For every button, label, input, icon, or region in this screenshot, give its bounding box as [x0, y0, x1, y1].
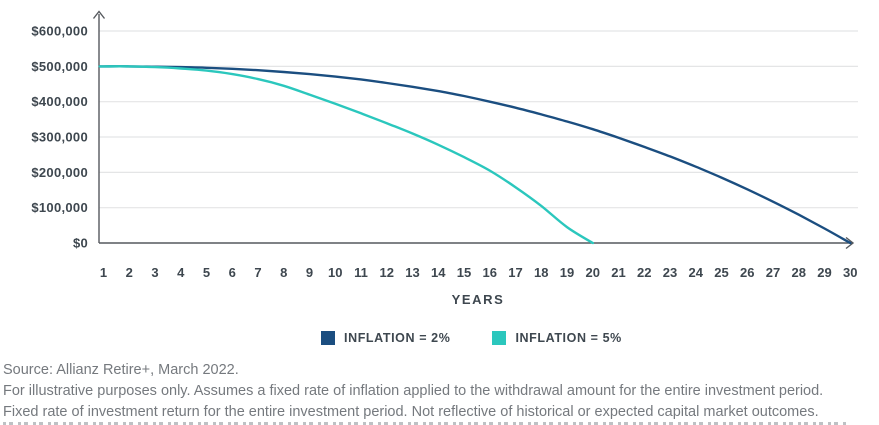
- y-axis-arrow-icon: [92, 10, 106, 19]
- x-axis-tick-label: 22: [637, 265, 651, 280]
- x-axis-tick-label: 18: [534, 265, 548, 280]
- x-axis-tick-label: 30: [843, 265, 857, 280]
- source-disclaimer: Source: Allianz Retire+, March 2022. For…: [3, 360, 863, 422]
- legend-swatch-inflation-2pct: [321, 331, 335, 345]
- disclaimer-line-1: For illustrative purposes only. Assumes …: [3, 382, 824, 399]
- x-axis-tick-label: 14: [431, 265, 446, 280]
- x-axis-arrow-icon: [845, 236, 855, 250]
- legend-label-inflation-2pct: INFLATION = 2%: [344, 331, 451, 345]
- x-axis-tick-label: 11: [354, 265, 368, 280]
- x-axis-tick-label: 16: [483, 265, 497, 280]
- y-axis-tick-label: $200,000: [31, 165, 88, 180]
- x-axis-tick-label: 26: [740, 265, 754, 280]
- x-axis-tick-label: 21: [611, 265, 625, 280]
- chart-legend: INFLATION = 2% INFLATION = 5%: [321, 331, 622, 345]
- x-axis-tick-label: 13: [405, 265, 419, 280]
- x-axis-tick-label: 7: [254, 265, 261, 280]
- x-axis-tick-label: 25: [714, 265, 728, 280]
- y-axis-tick-label: $600,000: [31, 24, 88, 39]
- line-chart: $0 $100,000 $200,000 $300,000 $400,000 $500,0…: [31, 10, 858, 280]
- legend-label-inflation-5pct: INFLATION = 5%: [515, 331, 622, 345]
- x-axis-tick-label: 12: [380, 265, 394, 280]
- x-axis-tick-label: 15: [457, 265, 471, 280]
- x-axis-title: YEARS: [451, 292, 505, 307]
- x-axis-tick-label: 10: [328, 265, 342, 280]
- legend-swatch-inflation-5pct: [492, 331, 507, 345]
- x-axis-tick-label: 23: [663, 265, 677, 280]
- y-axis-tick-label: $400,000: [31, 94, 88, 109]
- y-axis-tick-label: $0: [73, 236, 88, 251]
- x-axis-tick-label: 9: [306, 265, 313, 280]
- x-axis-tick-label: 17: [508, 265, 522, 280]
- x-axis-tick-label: 2: [126, 265, 133, 280]
- y-axis-tick-label: $500,000: [31, 59, 88, 74]
- x-axis-tick-label: 3: [151, 265, 158, 280]
- legend-item-inflation-2pct: INFLATION = 2%: [321, 331, 450, 345]
- x-axis-tick-label: 29: [817, 265, 831, 280]
- x-axis-tick-label: 28: [792, 265, 806, 280]
- x-axis-tick-label: 8: [280, 265, 287, 280]
- series-line-inflation-2pct: [98, 65, 852, 245]
- y-axis-tick-label: $300,000: [31, 130, 88, 145]
- clipped-text-row: [3, 422, 848, 425]
- x-axis-tick-label: 5: [203, 265, 210, 280]
- x-axis-tick-label: 24: [689, 265, 704, 280]
- source-line: Source: Allianz Retire+, March 2022.: [3, 362, 239, 378]
- x-axis-tick-label: 20: [586, 265, 600, 280]
- x-axis-tick-label: 4: [177, 265, 185, 280]
- y-axis-tick-label: $100,000: [31, 200, 88, 215]
- x-axis-tick-label: 6: [229, 265, 236, 280]
- legend-item-inflation-5pct: INFLATION = 5%: [492, 331, 621, 345]
- x-axis-tick-label: 1: [100, 265, 107, 280]
- series-line-inflation-5pct: [98, 65, 594, 245]
- x-axis-tick-label: 19: [560, 265, 574, 280]
- x-axis-tick-label: 27: [766, 265, 780, 280]
- disclaimer-line-2: Fixed rate of investment return for the …: [3, 403, 819, 420]
